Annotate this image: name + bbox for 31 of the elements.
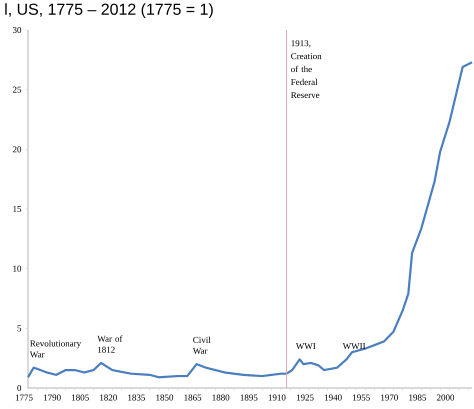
x-tick-label: 1805 bbox=[72, 394, 89, 401]
x-tick-label: 1940 bbox=[324, 394, 342, 401]
y-tick-label: 15 bbox=[13, 206, 22, 212]
chart-title: l, US, 1775 – 2012 (1775 = 1) bbox=[5, 3, 213, 18]
x-tick-label: 1775 bbox=[16, 394, 33, 401]
x-tick-label: 1895 bbox=[240, 394, 258, 401]
x-tick-label: 1985 bbox=[409, 394, 426, 401]
x-tick-label: 1970 bbox=[381, 394, 398, 401]
y-tick-label: 5 bbox=[18, 325, 22, 332]
y-tick-label: 10 bbox=[13, 266, 22, 272]
ref-line-label: 1913, Creation of the Federal Reserve bbox=[291, 40, 322, 98]
x-tick-label: 1850 bbox=[156, 394, 174, 401]
annotation: War of 1812 bbox=[97, 335, 122, 353]
x-tick-label: 1865 bbox=[184, 394, 202, 401]
y-tick-label: 20 bbox=[12, 146, 22, 152]
annotation: WWI bbox=[296, 343, 316, 350]
line-series bbox=[26, 61, 474, 378]
annotation: Revolutionary War bbox=[30, 340, 82, 358]
x-tick-label: 1835 bbox=[128, 394, 146, 401]
x-tick-label: 1820 bbox=[100, 394, 117, 401]
y-tick-label: 25 bbox=[12, 86, 22, 93]
x-tick-label: 1880 bbox=[212, 394, 230, 401]
x-tick-label: 1910 bbox=[268, 394, 286, 401]
y-tick-label: 30 bbox=[12, 26, 22, 34]
x-tick-label: 1955 bbox=[353, 394, 370, 401]
annotation: Civil War bbox=[192, 336, 211, 354]
x-tick-label: 1790 bbox=[44, 394, 61, 401]
y-tick-label: 0 bbox=[17, 384, 22, 392]
x-tick-label: 1925 bbox=[296, 394, 314, 401]
annotation: WWII bbox=[342, 343, 366, 350]
x-tick-label: 2000 bbox=[436, 394, 454, 401]
